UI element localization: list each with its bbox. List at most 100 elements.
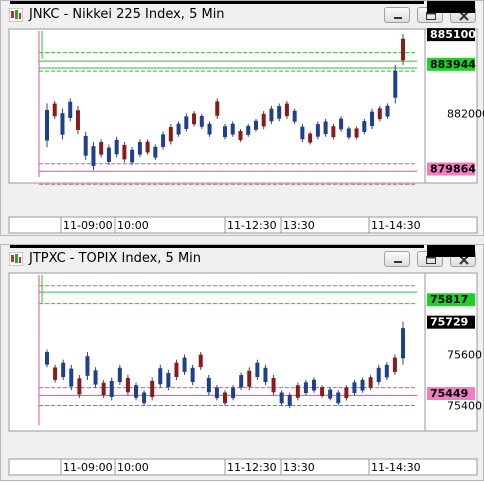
candle-body xyxy=(392,357,397,372)
time-label: 13:30 xyxy=(283,219,315,232)
time-label: 13:30 xyxy=(283,461,315,474)
time-label: 11-12:30 xyxy=(227,219,277,232)
candle-body xyxy=(312,379,316,391)
candle-body xyxy=(93,370,98,385)
candle-body xyxy=(207,123,212,135)
price-axis-label: 882000 xyxy=(447,108,484,121)
candle-body xyxy=(52,103,57,117)
candle-body xyxy=(271,377,276,393)
candle-body xyxy=(150,380,155,397)
price-tag-label: 75729 xyxy=(430,316,468,329)
candle-body xyxy=(198,354,203,368)
candle-body xyxy=(99,142,104,155)
window-title: JTPXC - TOPIX Index, 5 Min xyxy=(29,251,202,266)
candle-body xyxy=(122,145,127,160)
candle-body xyxy=(83,135,88,156)
price-tag xyxy=(427,28,475,42)
candle-body xyxy=(145,141,150,153)
candle-body xyxy=(370,111,375,127)
window-title: JNKC - Nikkei 225 Index, 5 Min xyxy=(29,7,225,22)
candle-body xyxy=(168,127,173,142)
candle-body xyxy=(401,38,405,61)
candle-body xyxy=(303,382,308,394)
close-icon xyxy=(459,255,469,265)
candle-body xyxy=(277,106,282,119)
plot-area xyxy=(8,272,426,432)
candle-body xyxy=(239,375,244,388)
candle-body xyxy=(214,387,219,399)
price-chart[interactable]: 882000885100883944879864Tick Vol20211-09… xyxy=(1,1,484,237)
candle-body xyxy=(368,377,373,388)
close-icon xyxy=(459,11,469,21)
candle-body xyxy=(182,357,187,372)
price-axis-label: 75600 xyxy=(447,349,482,362)
price-tag-label: 885100 xyxy=(430,28,476,41)
candle-body xyxy=(261,113,266,127)
volume-tag xyxy=(427,1,475,13)
candle-body xyxy=(153,146,158,158)
minimize-icon xyxy=(394,17,402,19)
candle-body xyxy=(231,387,236,399)
price-tag-label: 75817 xyxy=(430,293,468,306)
title-bar[interactable]: JTPXC - TOPIX Index, 5 Min xyxy=(1,245,483,273)
price-chart[interactable]: 7560075400758177572975449Tick Vol200411-… xyxy=(1,245,484,482)
volume-tag xyxy=(427,245,475,257)
time-label: 11-12:30 xyxy=(227,461,277,474)
time-label: 10:00 xyxy=(117,219,149,232)
candle-body xyxy=(166,372,171,388)
minimize-button[interactable] xyxy=(384,251,410,267)
candle-body xyxy=(279,392,284,404)
price-tag xyxy=(427,57,475,71)
candle-body xyxy=(192,113,197,125)
candle-body xyxy=(109,380,114,397)
candle-body xyxy=(360,379,365,391)
candle-body xyxy=(142,392,147,404)
candle-body xyxy=(114,139,119,155)
candle-body xyxy=(69,368,74,387)
candle-body xyxy=(53,367,58,380)
time-label: 11-09:00 xyxy=(63,219,113,232)
candle-body xyxy=(362,121,367,132)
candle-body xyxy=(223,392,227,404)
candle-body xyxy=(269,108,274,122)
candle-body xyxy=(247,370,252,387)
candle-body xyxy=(300,126,305,140)
candle-body xyxy=(91,146,96,166)
price-axis xyxy=(424,28,478,184)
candle-body xyxy=(292,110,297,122)
candle-body xyxy=(328,389,333,399)
candle-body xyxy=(223,126,227,138)
candle-body xyxy=(344,387,349,399)
price-tag xyxy=(427,293,475,307)
candle-body xyxy=(61,362,66,377)
candle-body xyxy=(352,382,357,394)
candle-body xyxy=(377,108,382,120)
volume-tag-label: 4 xyxy=(445,245,453,248)
candle-body xyxy=(253,120,258,130)
minimize-button[interactable] xyxy=(384,7,410,23)
session-bar xyxy=(10,245,424,248)
candle-body xyxy=(134,385,138,398)
minimize-icon xyxy=(394,261,402,263)
candle-body xyxy=(85,356,90,376)
candle-body xyxy=(161,134,166,147)
candle-body xyxy=(393,70,398,98)
candle-body xyxy=(45,109,49,141)
candle-body xyxy=(230,123,235,135)
chart-window-topix: JTPXC - TOPIX Index, 5 Min 75600 75400 758… xyxy=(0,244,484,481)
candle-body xyxy=(101,382,106,396)
candle-body xyxy=(215,101,220,116)
time-label: 10:00 xyxy=(117,461,149,474)
price-tag-label: 879864 xyxy=(430,163,476,176)
candle-body xyxy=(315,124,320,137)
candle-body xyxy=(190,367,195,383)
price-tag xyxy=(427,387,475,401)
session-bar xyxy=(10,1,424,4)
candle-body xyxy=(320,387,325,396)
candle-body xyxy=(125,377,130,393)
candle-body xyxy=(295,385,300,398)
candle-body xyxy=(68,101,73,118)
app-icon xyxy=(8,251,24,267)
candle-body xyxy=(77,378,82,395)
candle-body xyxy=(199,116,204,127)
